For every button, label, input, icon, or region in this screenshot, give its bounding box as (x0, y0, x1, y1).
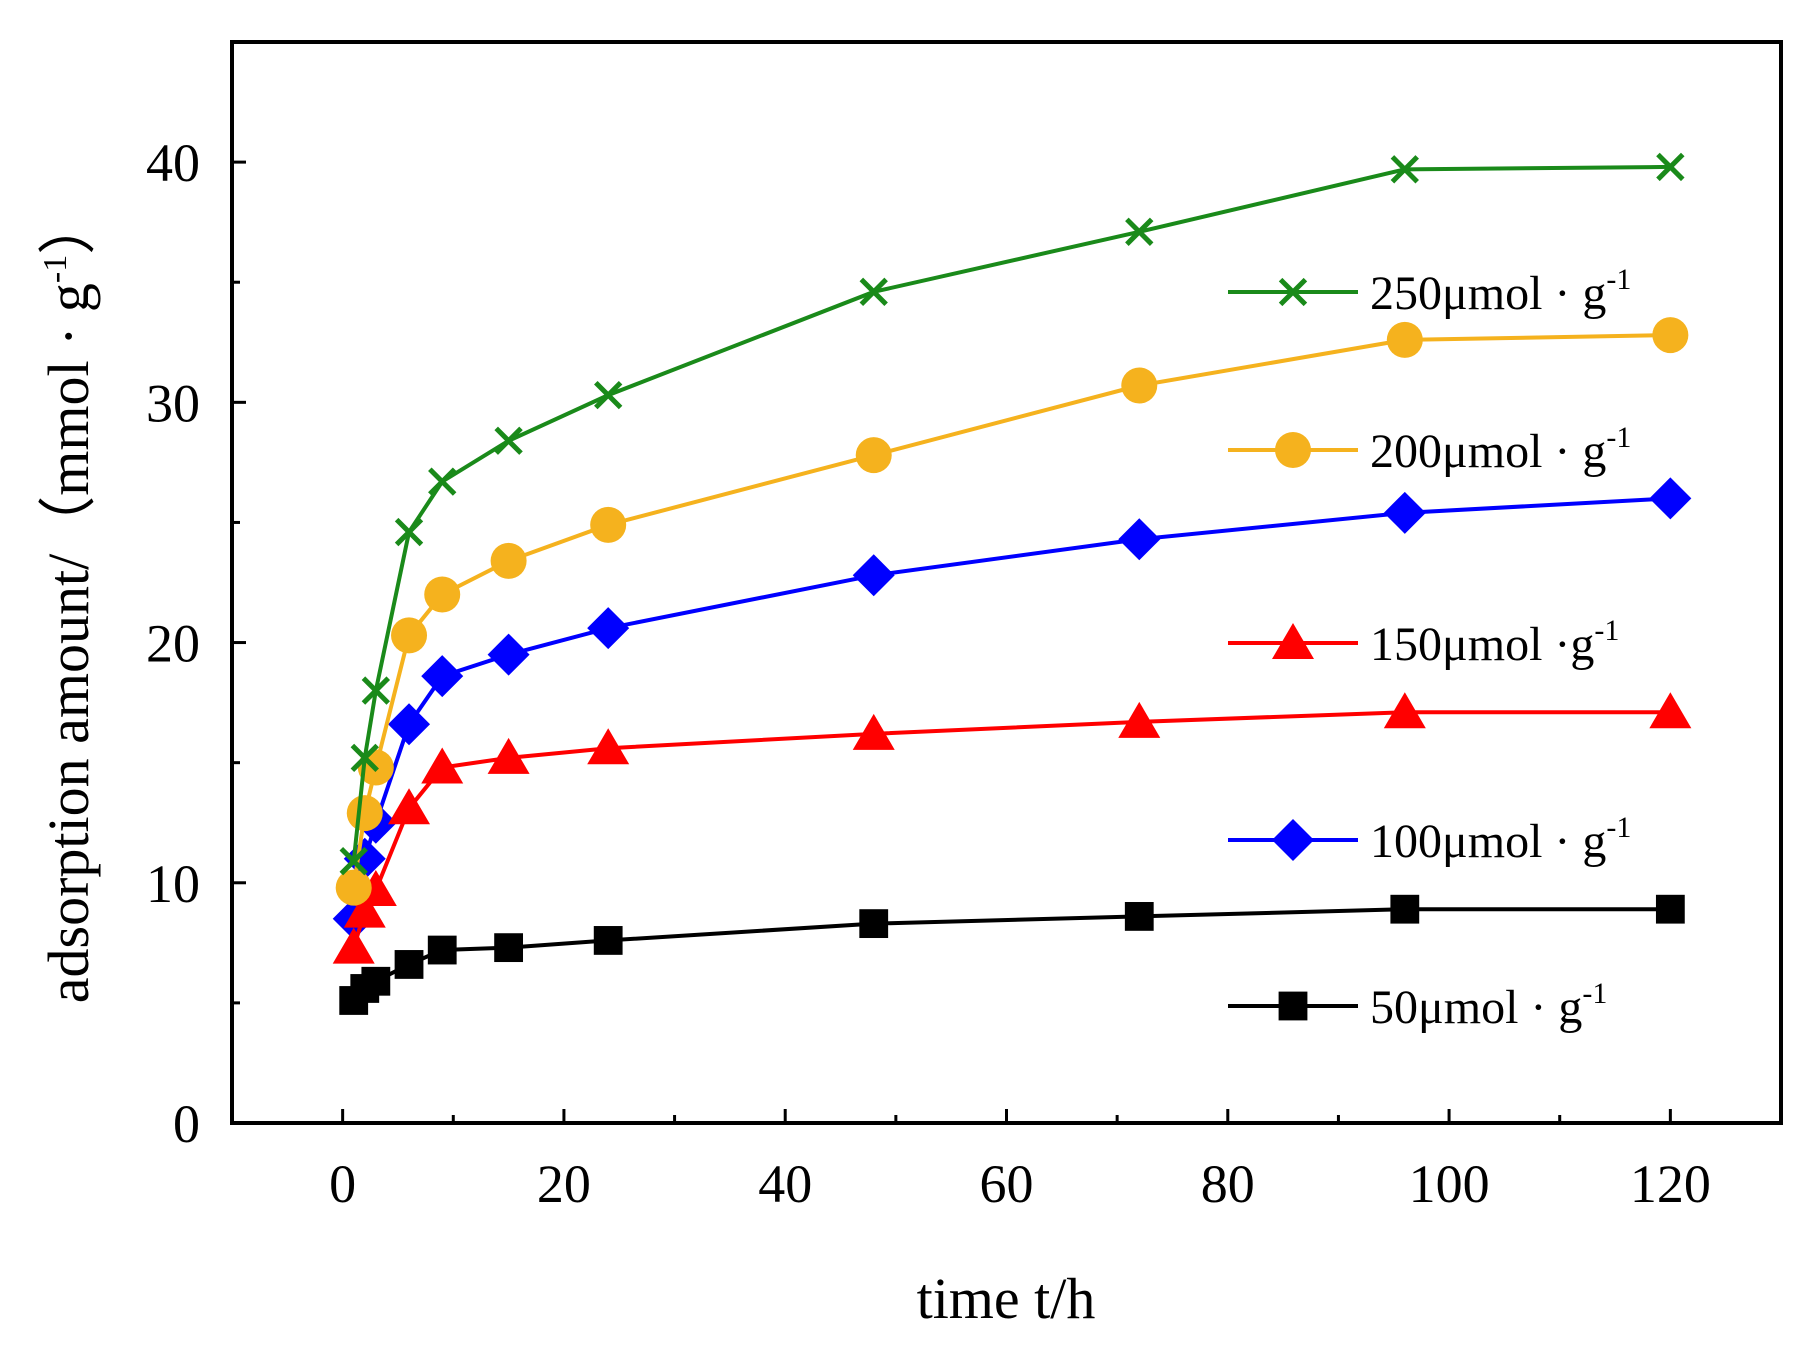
data-point (335, 869, 372, 906)
data-point (594, 380, 623, 410)
legend-marker (1272, 819, 1314, 861)
data-point (852, 713, 895, 750)
legend-label: 250μmol · g-1 (1370, 263, 1631, 320)
legend-marker (1278, 277, 1308, 307)
data-point (394, 517, 424, 547)
data-point (593, 926, 623, 955)
x-tick-label: 0 (329, 1154, 356, 1214)
data-point (587, 607, 630, 650)
legend-label-sup: -1 (1594, 614, 1619, 647)
legend-label-main: 200μmol · g (1370, 425, 1606, 478)
data-point (427, 935, 457, 965)
data-point (487, 633, 530, 676)
data-point (590, 506, 627, 543)
data-point (1655, 894, 1685, 924)
data-point (1390, 155, 1419, 184)
data-point (346, 795, 383, 832)
legend-label-sup: -1 (1582, 977, 1607, 1010)
legend-marker (1278, 991, 1308, 1021)
legend-marker (1272, 623, 1314, 659)
x-tick-label: 40 (758, 1154, 812, 1214)
data-point (1124, 902, 1154, 931)
series-diamond (332, 477, 1692, 940)
legend-marker (1275, 432, 1311, 468)
legend-label-main: 150μmol ·g (1370, 618, 1594, 671)
data-point (388, 703, 431, 746)
data-point (1383, 692, 1426, 729)
legend-label: 200μmol · g-1 (1370, 421, 1631, 478)
data-point (1649, 477, 1692, 520)
legend-label-main: 250μmol · g (1370, 267, 1606, 320)
data-point (494, 933, 524, 963)
legend-label-sup: -1 (1606, 811, 1631, 844)
data-point (394, 950, 424, 979)
x-tick-label: 20 (537, 1154, 591, 1214)
y-tick-label: 20 (146, 614, 200, 674)
x-tick-label: 120 (1630, 1154, 1711, 1214)
series-square (339, 894, 1685, 1015)
data-point (1390, 894, 1420, 924)
y-tick-label: 0 (173, 1094, 200, 1154)
data-point (487, 737, 530, 774)
data-point (361, 966, 391, 996)
data-point (859, 277, 888, 306)
legend-item: 50μmol · g-1 (1228, 977, 1607, 1034)
data-point (855, 437, 892, 474)
legend-label-sup: -1 (1606, 263, 1631, 296)
data-point (350, 743, 379, 773)
data-point (332, 927, 375, 964)
legend-item: 250μmol · g-1 (1228, 263, 1631, 320)
data-point (1118, 701, 1161, 738)
data-point (494, 426, 523, 455)
data-point (587, 728, 630, 765)
data-point (1125, 217, 1154, 246)
data-point (1383, 491, 1426, 534)
legend-label-main: 100μmol · g (1370, 815, 1606, 868)
data-point (852, 554, 895, 597)
x-tick-label: 60 (980, 1154, 1034, 1214)
data-point (339, 846, 368, 876)
y-axis-title-sup: -1 (37, 255, 74, 283)
legend-item: 200μmol · g-1 (1228, 421, 1631, 478)
data-point (421, 747, 464, 784)
axis-ticks: 0 20 40 60 80 100 120 0 10 20 30 40 (146, 40, 1711, 1214)
y-tick-label: 40 (146, 133, 200, 193)
y-axis-title-close: ） (36, 197, 101, 255)
data-point (361, 676, 391, 705)
data-point (428, 467, 457, 496)
data-point (343, 891, 386, 928)
y-tick-label: 10 (146, 854, 200, 914)
y-axis-title: adsorption amount/（mmol · g-1） (36, 197, 101, 1003)
data-point (391, 617, 428, 654)
data-point (1652, 317, 1689, 354)
data-point (1121, 367, 1158, 404)
legend-label: 50μmol · g-1 (1370, 977, 1607, 1034)
data-point (421, 655, 464, 698)
x-tick-label: 80 (1201, 1154, 1255, 1214)
legend-item: 150μmol ·g-1 (1228, 614, 1619, 671)
x-tick-label: 100 (1409, 1154, 1490, 1214)
series-line (351, 333, 1671, 888)
series-layer (332, 152, 1692, 1015)
data-point (1386, 321, 1423, 358)
legend-label-main: 50μmol · g (1370, 981, 1582, 1034)
data-point (424, 576, 461, 613)
data-point (490, 542, 527, 579)
data-point (859, 909, 889, 939)
y-tick-label: 30 (146, 373, 200, 433)
legend-label-sup: -1 (1606, 421, 1631, 454)
x-axis-title: time t/h (917, 1266, 1096, 1331)
data-point (388, 788, 431, 825)
data-point (1656, 152, 1685, 182)
legend-label: 150μmol ·g-1 (1370, 614, 1619, 671)
series-x (339, 152, 1685, 876)
data-point (1118, 518, 1161, 561)
legend-label: 100μmol · g-1 (1370, 811, 1631, 868)
y-axis-title-main: adsorption amount/（mmol · g (36, 283, 101, 1003)
legend-item: 100μmol · g-1 (1228, 811, 1631, 868)
data-point (1649, 692, 1692, 729)
